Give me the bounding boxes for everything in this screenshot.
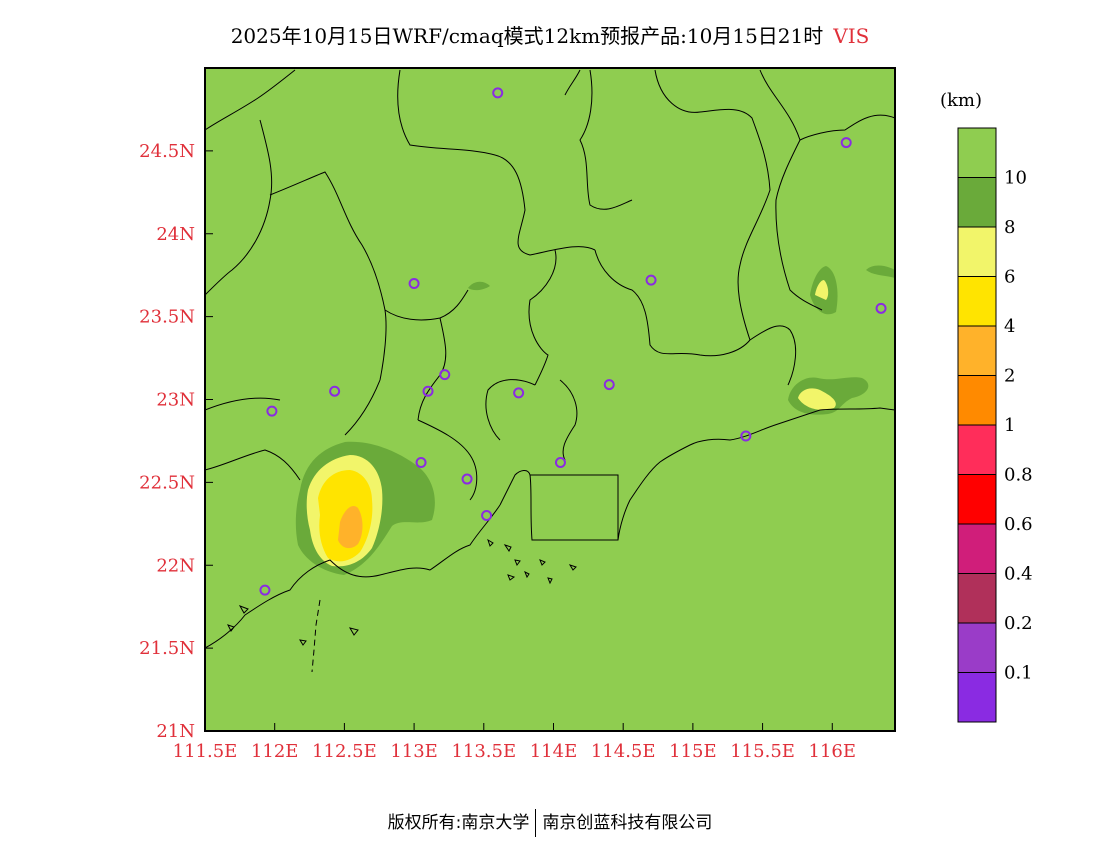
- colorbar-label: 6: [1004, 267, 1015, 288]
- county-boundaries: [204, 69, 896, 501]
- colorbar-swatch: [957, 474, 997, 525]
- y-tick-label: 23N: [156, 390, 195, 411]
- station-marker: [422, 385, 434, 397]
- vis-contour-8-10-east3: [866, 265, 895, 278]
- copyright-company: 南京创蓝科技有限公司: [542, 813, 713, 833]
- station-marker: [481, 510, 493, 522]
- x-tick-label: 115E: [669, 741, 717, 762]
- x-tick-label: 112.5E: [312, 741, 377, 762]
- colorbar-label: 2: [1004, 366, 1015, 387]
- vis-contour-6-8-east2: [815, 280, 829, 300]
- colorbar-label: 0.8: [1004, 465, 1033, 486]
- station-marker: [603, 379, 615, 391]
- title-text: 2025年10月15日WRF/cmaq模式12km预报产品:10月15日21时: [230, 24, 824, 48]
- colorbar-swatch: [957, 276, 997, 327]
- colorbar-swatch: [957, 424, 997, 475]
- footer: 版权所有:南京大学 南京创蓝科技有限公司: [0, 808, 1100, 837]
- colorbar-label: 0.1: [1004, 663, 1033, 684]
- plot-background: [205, 68, 895, 731]
- station-marker: [266, 405, 278, 417]
- vis-contour-8-10-north: [468, 281, 490, 291]
- colorbar-swatch: [957, 127, 997, 178]
- colorbar-swatch: [957, 573, 997, 624]
- y-tick-label: 21N: [156, 721, 195, 742]
- station-marker: [439, 369, 451, 381]
- colorbar-label: 4: [1004, 316, 1015, 337]
- x-tick-label: 113.5E: [451, 741, 516, 762]
- colorbar-label: 1: [1004, 415, 1015, 436]
- colorbar-swatch: [957, 325, 997, 376]
- colorbar-swatch: [957, 226, 997, 277]
- y-tick-label: 24.5N: [139, 141, 195, 162]
- colorbar-label: 0.4: [1004, 564, 1033, 585]
- y-tick-label: 22.5N: [139, 472, 195, 493]
- x-tick-label: 115.5E: [730, 741, 795, 762]
- station-marker: [513, 387, 525, 399]
- x-tick-label: 114E: [530, 741, 578, 762]
- station-marker: [259, 584, 271, 596]
- colorbar-unit: (km): [940, 90, 983, 111]
- station-marker: [329, 385, 341, 397]
- colorbar-swatch: [957, 177, 997, 228]
- station-marker: [492, 87, 504, 99]
- map-title: 2025年10月15日WRF/cmaq模式12km预报产品:10月15日21时 V…: [0, 20, 1100, 49]
- colorbar-label: 8: [1004, 217, 1015, 238]
- colorbar-swatch: [957, 375, 997, 426]
- colorbar: 10 8 6 4 2 1 0.8 0.6 0.4 0.2 0.1: [957, 127, 1033, 723]
- colorbar-label: 0.2: [1004, 613, 1033, 634]
- station-markers: [259, 87, 887, 596]
- vis-contour-6-8-east1: [798, 388, 836, 410]
- colorbar-swatch: [957, 622, 997, 673]
- y-axis: 21N 21.5N 22N 22.5N 23N 23.5N 24N 24.5N: [139, 141, 213, 742]
- station-marker: [840, 137, 852, 149]
- footer-separator: [535, 809, 537, 837]
- vis-contour-2-4-west: [338, 505, 363, 549]
- y-tick-label: 22N: [156, 555, 195, 576]
- copyright-owner: 版权所有:南京大学: [387, 813, 530, 833]
- station-marker: [415, 456, 427, 468]
- station-marker: [408, 277, 420, 289]
- x-tick-label: 113E: [390, 741, 438, 762]
- y-tick-label: 23.5N: [139, 307, 195, 328]
- station-marker: [740, 430, 752, 442]
- x-tick-label: 116E: [809, 741, 857, 762]
- station-marker: [461, 473, 473, 485]
- colorbar-swatch: [957, 672, 997, 723]
- station-marker: [554, 456, 566, 468]
- x-axis: 111.5E 112E 112.5E 113E 113.5E 114E 114.5E 115E…: [173, 723, 856, 762]
- variable-label: VIS: [833, 24, 870, 48]
- colorbar-label: 10: [1004, 168, 1027, 189]
- station-marker: [875, 302, 887, 314]
- colorbar-label: 0.6: [1004, 514, 1033, 535]
- colorbar-swatch: [957, 523, 997, 574]
- x-tick-label: 114.5E: [591, 741, 656, 762]
- y-tick-label: 21.5N: [139, 638, 195, 659]
- islands: [227, 538, 577, 646]
- coastline: [204, 407, 896, 673]
- station-marker: [645, 274, 657, 286]
- x-tick-label: 111.5E: [173, 741, 238, 762]
- y-tick-label: 24N: [156, 224, 195, 245]
- x-tick-label: 112E: [251, 741, 299, 762]
